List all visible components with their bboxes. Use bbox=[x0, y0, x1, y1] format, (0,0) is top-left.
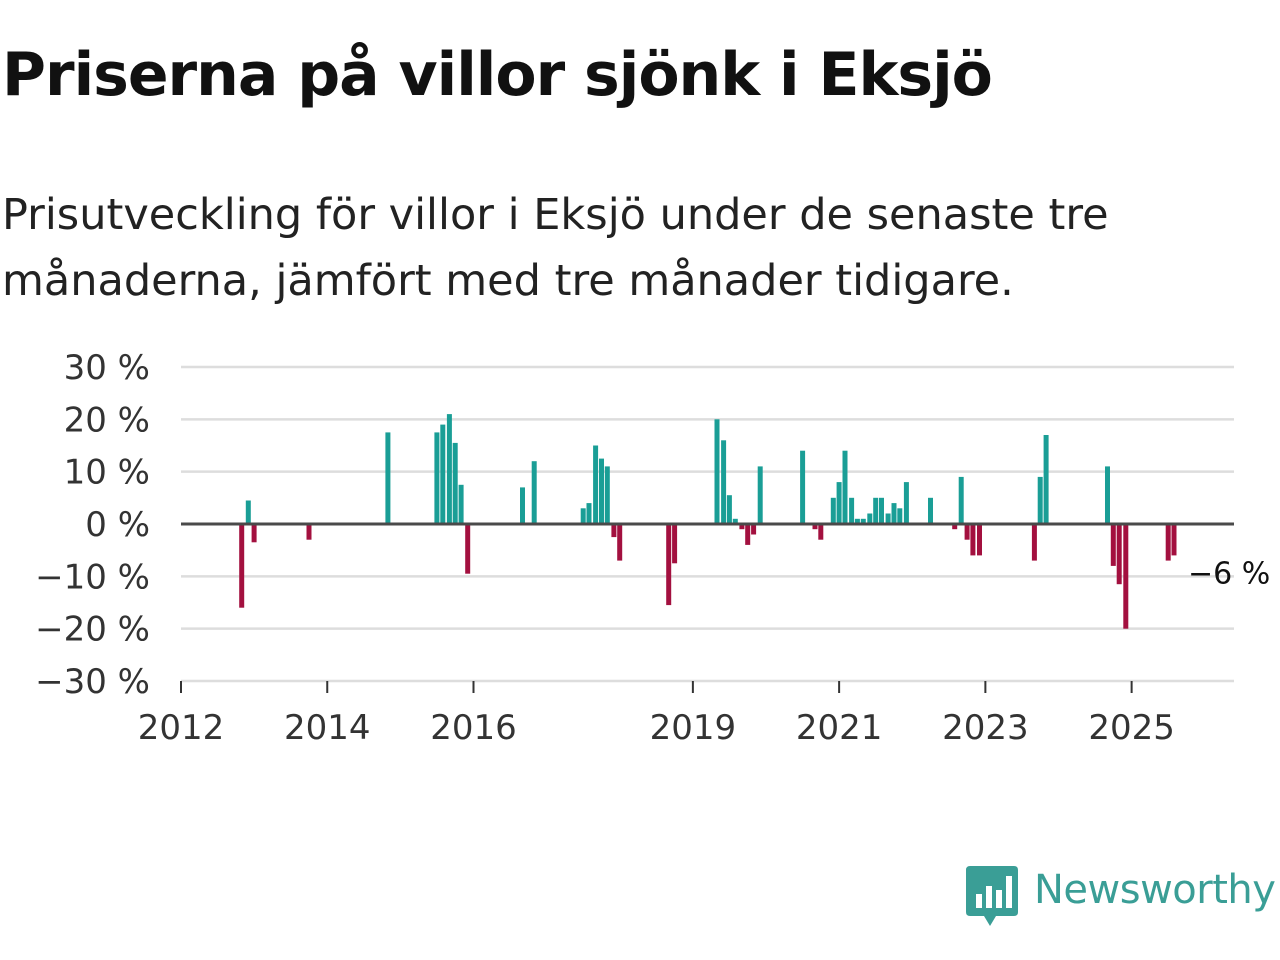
bar bbox=[452, 442, 458, 524]
bar bbox=[757, 466, 763, 524]
bar bbox=[1116, 524, 1122, 585]
bar bbox=[812, 524, 818, 530]
bar bbox=[666, 524, 672, 606]
bar bbox=[251, 524, 257, 543]
bar bbox=[977, 524, 982, 556]
bar bbox=[897, 508, 903, 524]
bar bbox=[732, 518, 738, 524]
bar bbox=[830, 497, 836, 524]
y-tick-label: −30 % bbox=[35, 662, 150, 702]
bar bbox=[964, 524, 970, 540]
bar bbox=[458, 484, 464, 525]
bar bbox=[440, 424, 446, 524]
chart-subtitle: Prisutveckling för villor i Eksjö under … bbox=[2, 190, 1109, 306]
bar bbox=[434, 432, 440, 524]
x-tick-label: 2016 bbox=[430, 708, 517, 748]
bar bbox=[1105, 466, 1110, 524]
bar bbox=[745, 524, 751, 545]
last-value-label: −6 % bbox=[1188, 556, 1270, 591]
bar bbox=[860, 518, 866, 524]
bar bbox=[672, 524, 678, 564]
bar bbox=[751, 524, 757, 535]
bar bbox=[714, 419, 720, 524]
y-tick-label: −10 % bbox=[35, 557, 150, 597]
bar bbox=[854, 518, 860, 524]
bar bbox=[800, 450, 806, 524]
newsworthy-logo-icon bbox=[966, 866, 1018, 926]
bar bbox=[531, 461, 537, 524]
bar bbox=[599, 458, 604, 524]
bar bbox=[1171, 524, 1177, 556]
x-tick-label: 2021 bbox=[796, 708, 883, 748]
newsworthy-logo-text: Newsworthy bbox=[1034, 867, 1276, 913]
y-tick-label: 20 % bbox=[64, 400, 150, 440]
bar bbox=[306, 524, 312, 540]
x-tick-label: 2019 bbox=[650, 708, 737, 748]
bar bbox=[928, 497, 933, 524]
bars bbox=[239, 414, 1177, 629]
bar bbox=[465, 524, 471, 574]
y-tick-label: 10 % bbox=[64, 453, 150, 493]
bar bbox=[873, 497, 879, 524]
bar bbox=[239, 524, 245, 608]
gridlines bbox=[181, 365, 1234, 683]
y-axis-ticks: 30 % 20 % 10 % 0 % −10 % −20 % −30 % bbox=[35, 348, 150, 702]
bar bbox=[1123, 524, 1129, 629]
bar bbox=[245, 500, 251, 524]
bar bbox=[739, 524, 745, 530]
y-tick-label: −20 % bbox=[35, 610, 150, 650]
bar bbox=[446, 414, 452, 524]
bar bbox=[1165, 524, 1171, 561]
y-tick-label: 0 % bbox=[85, 505, 150, 545]
x-tick-label: 2014 bbox=[284, 708, 371, 748]
bar bbox=[617, 524, 623, 561]
bar bbox=[842, 450, 848, 524]
x-tick-label: 2023 bbox=[942, 708, 1029, 748]
y-tick-label: 30 % bbox=[64, 348, 150, 388]
bar bbox=[1037, 476, 1043, 524]
bar bbox=[818, 524, 824, 540]
bar bbox=[836, 482, 842, 524]
bar bbox=[604, 466, 610, 524]
bar bbox=[520, 487, 525, 524]
bar bbox=[593, 445, 599, 524]
bar bbox=[903, 482, 909, 524]
newsworthy-logo: Newsworthy bbox=[964, 864, 1276, 930]
bar bbox=[1031, 524, 1037, 561]
bar bbox=[721, 440, 727, 524]
x-tick-label: 2012 bbox=[138, 708, 225, 748]
bar bbox=[726, 495, 732, 524]
bar bbox=[1110, 524, 1116, 566]
bar bbox=[385, 432, 391, 524]
bar bbox=[849, 497, 855, 524]
bar bbox=[952, 524, 958, 530]
bar bbox=[611, 524, 617, 538]
bar bbox=[885, 513, 891, 524]
bar bbox=[970, 524, 976, 556]
bar bbox=[1043, 435, 1049, 524]
bar bbox=[958, 476, 964, 524]
bar bbox=[586, 503, 592, 524]
bar bbox=[879, 497, 884, 524]
chart-title: Priserna på villor sjönk i Eksjö bbox=[2, 40, 993, 110]
bar-chart: 30 %20 %10 %0 %−10 %−20 %−30 % 2012 2014 2… bbox=[35, 348, 1270, 748]
x-tick-label: 2025 bbox=[1088, 708, 1175, 748]
bar bbox=[867, 513, 873, 524]
bar bbox=[891, 503, 897, 524]
x-axis: 2012 2014 2016 2019 2021 2023 2025 bbox=[138, 681, 1175, 748]
bar bbox=[580, 508, 586, 524]
